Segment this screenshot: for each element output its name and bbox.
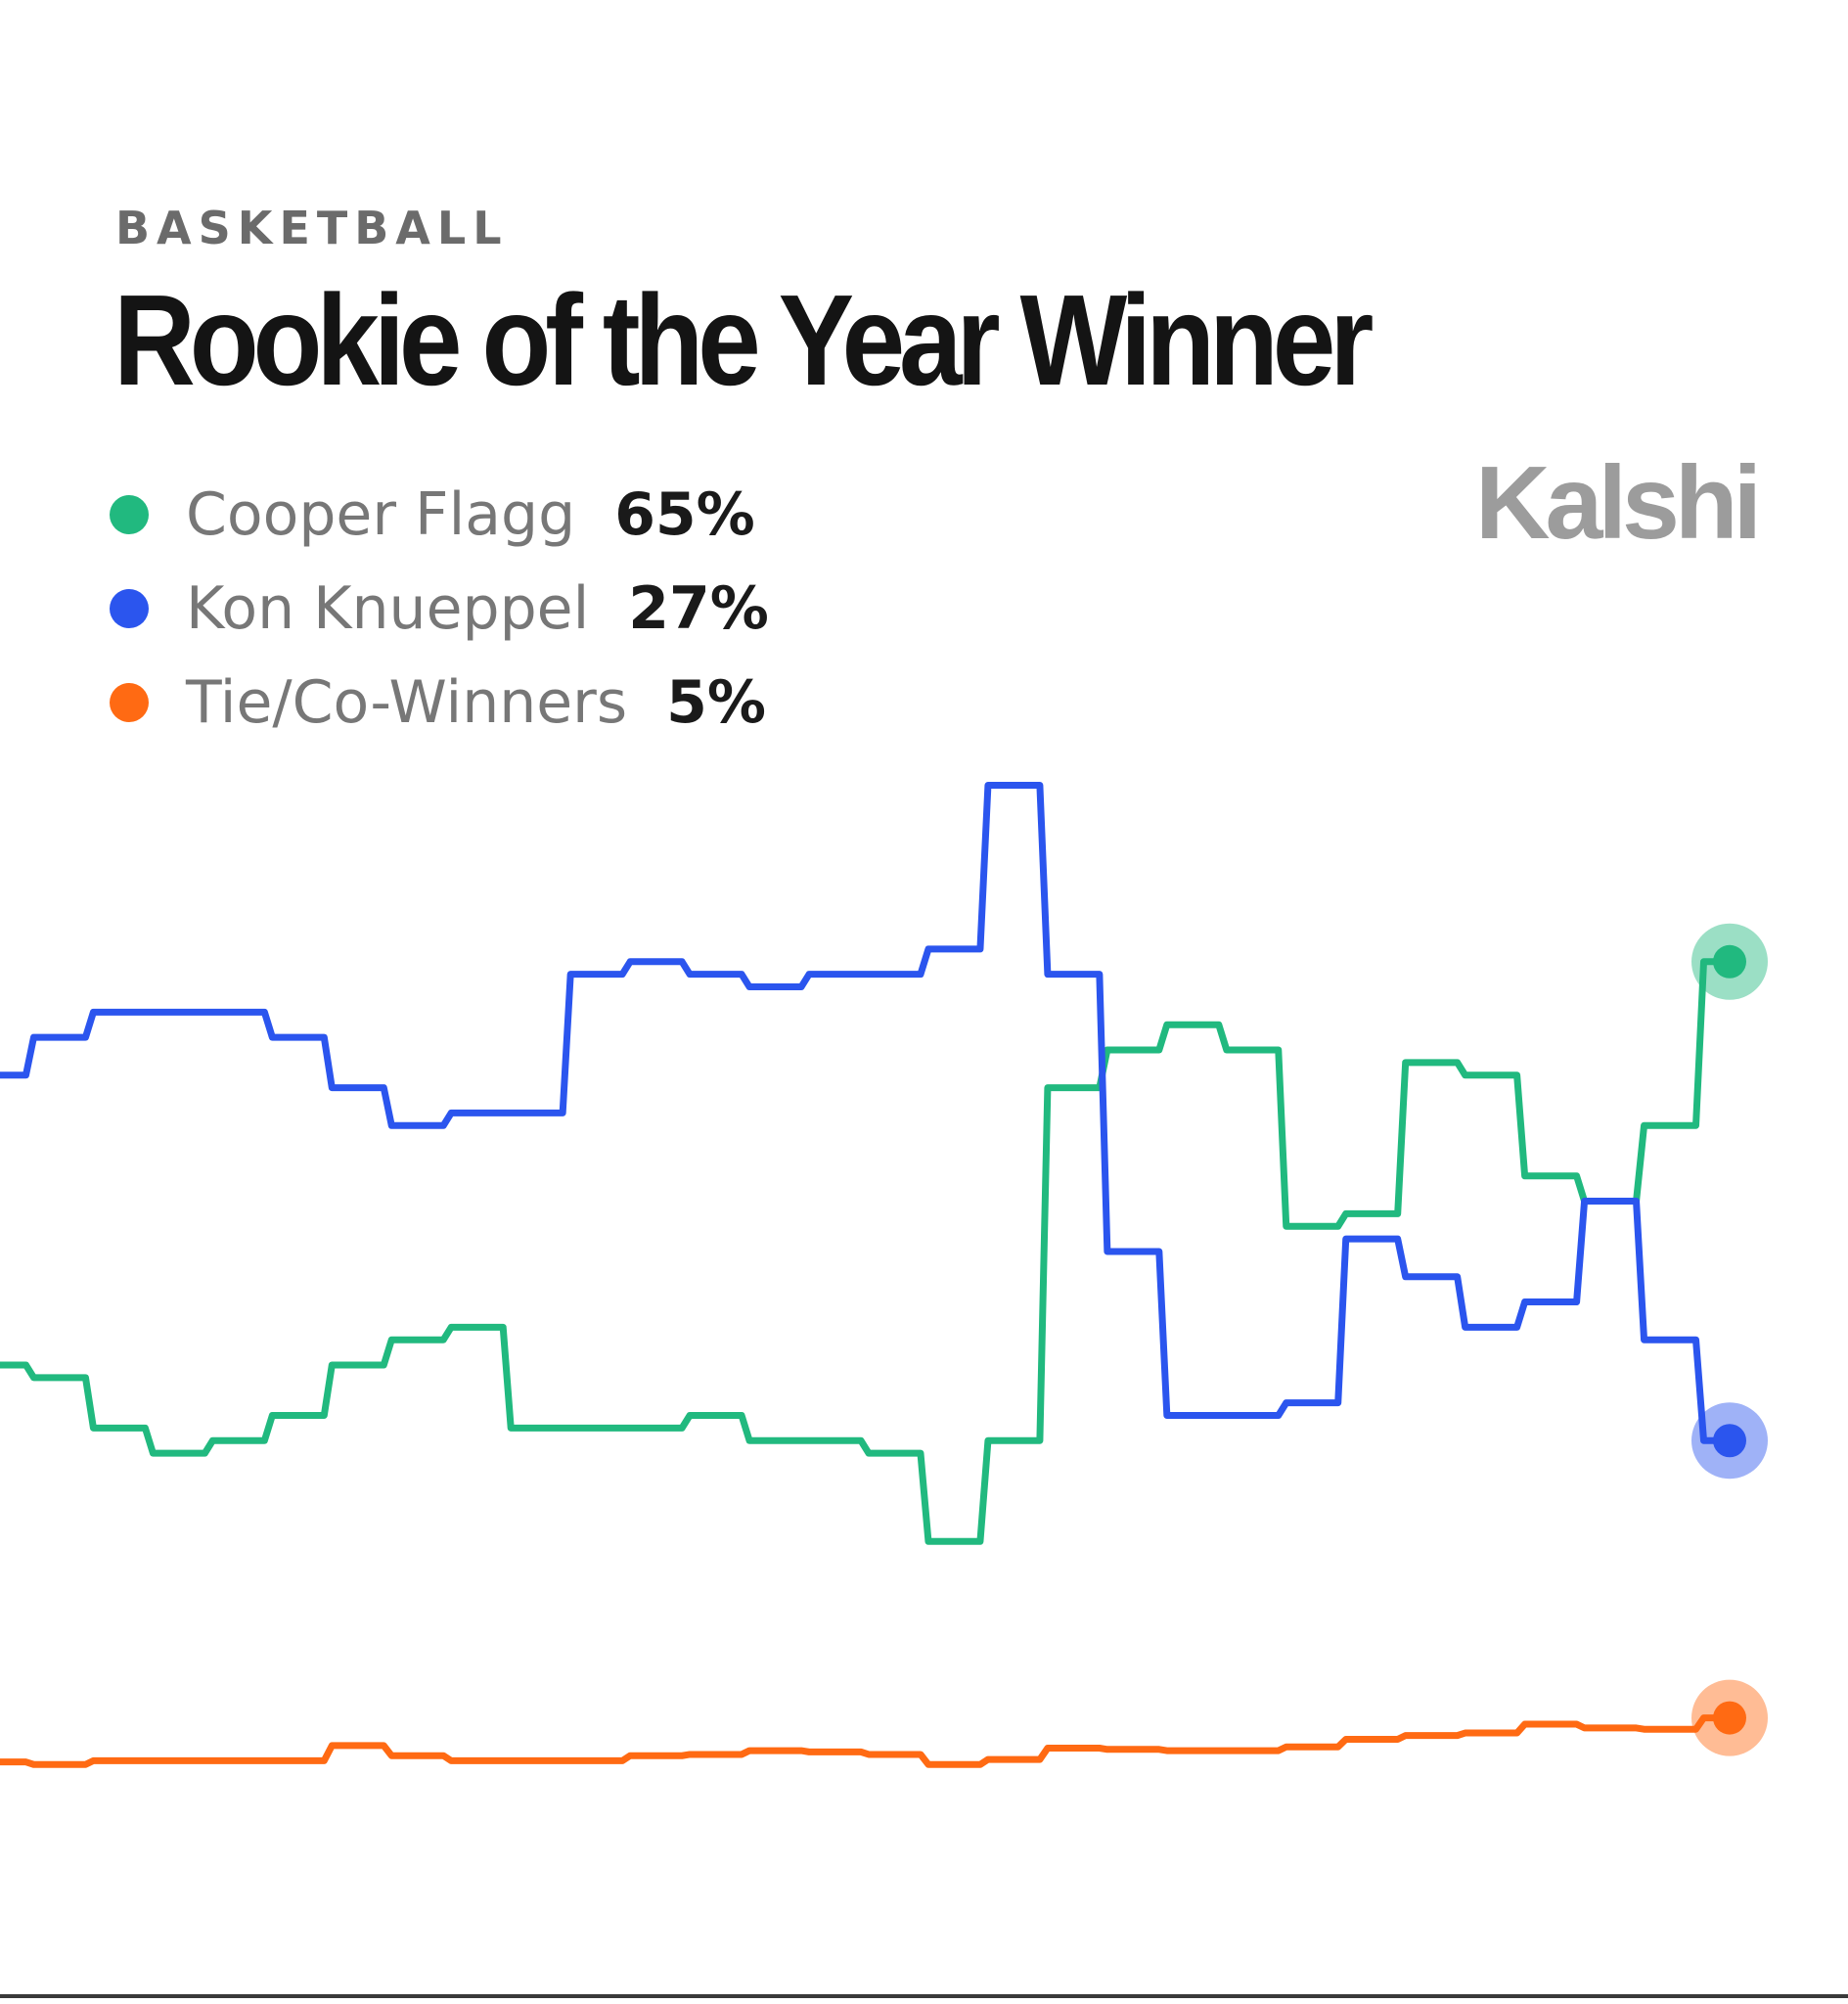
legend-dot — [110, 683, 149, 722]
series-line-kon-knueppel — [0, 781, 1734, 1444]
series-line-tie-co-winners — [0, 1714, 1734, 1768]
legend-item-cooper-flagg[interactable]: Cooper Flagg 65% — [110, 468, 769, 562]
legend-value: 27% — [628, 574, 769, 643]
legend-dot — [110, 495, 149, 534]
legend-value: 65% — [614, 480, 755, 549]
category-label: BASKETBALL — [115, 202, 509, 254]
page-title: Rookie of the Year Winner — [113, 268, 1374, 412]
series-end-point-kon-knueppel[interactable] — [1713, 1424, 1746, 1458]
legend-name: Tie/Co-Winners — [186, 668, 628, 737]
legend-item-kon-knueppel[interactable]: Kon Knueppel 27% — [110, 562, 769, 656]
legend-name: Cooper Flagg — [186, 480, 576, 549]
legend-dot — [110, 589, 149, 628]
series-end-point-cooper-flagg[interactable] — [1713, 944, 1746, 979]
series-end-point-tie-co-winners[interactable] — [1713, 1701, 1746, 1735]
legend-item-tie-co-winners[interactable]: Tie/Co-Winners 5% — [110, 656, 769, 750]
probability-chart — [0, 781, 1768, 1768]
legend-name: Kon Knueppel — [186, 574, 590, 643]
legend: Cooper Flagg 65% Kon Knueppel 27% Tie/Co… — [110, 468, 769, 750]
kalshi-logo: Kalshi — [1475, 445, 1762, 561]
series-line-cooper-flagg — [0, 958, 1734, 1545]
legend-value: 5% — [666, 668, 766, 737]
bottom-divider — [0, 1994, 1848, 1998]
